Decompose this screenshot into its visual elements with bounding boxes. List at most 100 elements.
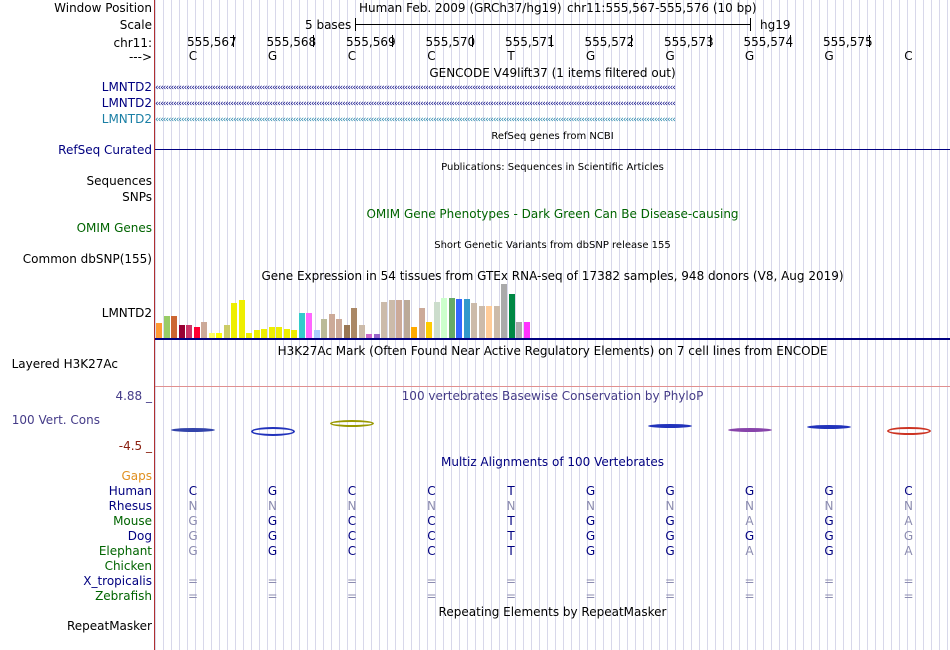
gtex-tissue-bar[interactable] [388, 300, 395, 338]
alignment-base: G [824, 514, 834, 528]
gtex-tissue-bar[interactable] [501, 284, 507, 338]
grid-line [819, 0, 820, 650]
grid-line [667, 0, 668, 650]
gencode-lmntd2-label-2[interactable]: LMNTD2 [101, 96, 152, 110]
grid-line [747, 0, 748, 650]
alignment-base: A [745, 544, 754, 558]
species-label[interactable]: Chicken [104, 559, 152, 573]
vert-cons-label[interactable]: 100 Vert. Cons [11, 413, 100, 427]
gencode-transcript-1[interactable]: ‹‹‹‹‹‹‹‹‹‹‹‹‹‹‹‹‹‹‹‹‹‹‹‹‹‹‹‹‹‹‹‹‹‹‹‹‹‹‹‹… [155, 84, 676, 92]
gtex-tissue-bar[interactable] [516, 322, 522, 338]
layered-h3k27ac-label[interactable]: Layered H3K27Ac [11, 357, 118, 371]
phylop-base-mark [250, 427, 295, 436]
phylop-base-mark [648, 424, 692, 428]
gtex-tissue-bar[interactable] [493, 306, 500, 338]
gtex-tissue-bar[interactable] [283, 329, 290, 338]
gtex-tissue-bar[interactable] [508, 294, 515, 338]
gtex-tissue-bar[interactable] [433, 302, 440, 338]
gtex-tissue-bar[interactable] [163, 316, 170, 338]
gtex-tissue-bar[interactable] [463, 299, 470, 338]
gtex-tissue-bar[interactable] [411, 327, 417, 338]
gtex-tissue-bar[interactable] [223, 325, 230, 338]
gtex-tissue-bar[interactable] [321, 319, 327, 338]
gtex-tissue-bar[interactable] [351, 308, 357, 338]
position-tick [710, 35, 711, 47]
gencode-transcript-3[interactable]: ‹‹‹‹‹‹‹‹‹‹‹‹‹‹‹‹‹‹‹‹‹‹‹‹‹‹‹‹‹‹‹‹‹‹‹‹‹‹‹‹… [155, 116, 676, 124]
track-image-area[interactable]: Human Feb. 2009 (GRCh37/hg19) chr11:555,… [155, 0, 950, 650]
gtex-bar-chart[interactable] [155, 284, 555, 338]
gtex-tissue-bar[interactable] [156, 323, 162, 338]
gtex-tissue-bar[interactable] [396, 300, 402, 338]
gtex-tissue-bar[interactable] [313, 330, 320, 338]
gtex-tissue-bar[interactable] [478, 306, 485, 338]
gtex-tissue-bar[interactable] [456, 299, 462, 338]
gtex-tissue-bar[interactable] [381, 302, 387, 338]
grid-line [835, 0, 836, 650]
gtex-tissue-bar[interactable] [306, 313, 312, 338]
species-label[interactable]: Rhesus [108, 499, 152, 513]
species-label[interactable]: Zebrafish [95, 589, 152, 603]
gtex-tissue-bar[interactable] [471, 303, 477, 338]
species-label[interactable]: X_tropicalis [83, 574, 152, 588]
gtex-tissue-bar[interactable] [276, 327, 282, 338]
position-tick [392, 35, 393, 47]
gtex-tissue-bar[interactable] [336, 319, 342, 338]
sequences-label[interactable]: Sequences [86, 174, 152, 188]
common-dbsnp-label[interactable]: Common dbSNP(155) [22, 252, 152, 266]
gtex-tissue-bar[interactable] [523, 322, 530, 338]
gtex-tissue-bar[interactable] [448, 298, 455, 338]
gencode-transcript-2[interactable]: ‹‹‹‹‹‹‹‹‹‹‹‹‹‹‹‹‹‹‹‹‹‹‹‹‹‹‹‹‹‹‹‹‹‹‹‹‹‹‹‹… [155, 100, 676, 108]
gtex-tissue-bar[interactable] [291, 330, 297, 338]
gtex-tissue-bar[interactable] [178, 325, 185, 338]
gtex-tissue-bar[interactable] [418, 308, 425, 338]
alignment-base: G [665, 514, 675, 528]
grid-line [539, 0, 540, 650]
gtex-tissue-bar[interactable] [268, 327, 275, 338]
species-label[interactable]: Elephant [98, 544, 152, 558]
alignment-base: G [585, 484, 596, 498]
gtex-tissue-bar[interactable] [186, 325, 192, 338]
gtex-tissue-bar[interactable] [366, 334, 372, 338]
gtex-tissue-bar[interactable] [238, 300, 245, 338]
gtex-tissue-bar[interactable] [358, 325, 365, 338]
gtex-tissue-bar[interactable] [216, 333, 222, 338]
gtex-tissue-bar[interactable] [201, 322, 207, 338]
scale-bar [355, 24, 750, 25]
gtex-tissue-bar[interactable] [261, 329, 267, 338]
gaps-label[interactable]: Gaps [121, 469, 152, 483]
gtex-tissue-bar[interactable] [298, 313, 305, 338]
gtex-tissue-bar[interactable] [486, 306, 492, 338]
gtex-tissue-bar[interactable] [426, 322, 432, 338]
gtex-tissue-bar[interactable] [231, 303, 237, 338]
gencode-lmntd2-label-1[interactable]: LMNTD2 [101, 80, 152, 94]
gencode-lmntd2-label-3[interactable]: LMNTD2 [101, 112, 152, 126]
gtex-tissue-bar[interactable] [208, 333, 215, 338]
omim-genes-label[interactable]: OMIM Genes [76, 221, 152, 235]
gtex-tissue-bar[interactable] [343, 325, 350, 338]
gtex-tissue-bar[interactable] [373, 334, 380, 338]
gtex-tissue-bar[interactable] [193, 327, 200, 338]
species-label[interactable]: Dog [127, 529, 152, 543]
alignment-base: G [824, 529, 834, 543]
gtex-gene-label[interactable]: LMNTD2 [101, 306, 152, 320]
gtex-tissue-bar[interactable] [403, 300, 410, 338]
alignment-base: = [585, 574, 596, 588]
refseq-gene-line[interactable] [155, 149, 950, 150]
refseq-curated-label[interactable]: RefSeq Curated [58, 143, 152, 157]
snps-label[interactable]: SNPs [122, 190, 152, 204]
gtex-tissue-bar[interactable] [171, 316, 177, 338]
repeatmasker-label[interactable]: RepeatMasker [66, 619, 152, 633]
species-label[interactable]: Human [108, 484, 152, 498]
grid-line [555, 0, 556, 650]
grid-line [507, 0, 508, 650]
alignment-base: G [188, 529, 198, 543]
gtex-tissue-bar[interactable] [328, 314, 335, 338]
gtex-tissue-bar[interactable] [253, 330, 260, 338]
species-label[interactable]: Mouse [113, 514, 152, 528]
alignment-base: G [665, 529, 675, 543]
grid-line [651, 0, 652, 650]
gtex-tissue-bar[interactable] [441, 298, 447, 338]
scale-text: 5 bases [305, 18, 352, 32]
gtex-tissue-bar[interactable] [246, 333, 252, 338]
